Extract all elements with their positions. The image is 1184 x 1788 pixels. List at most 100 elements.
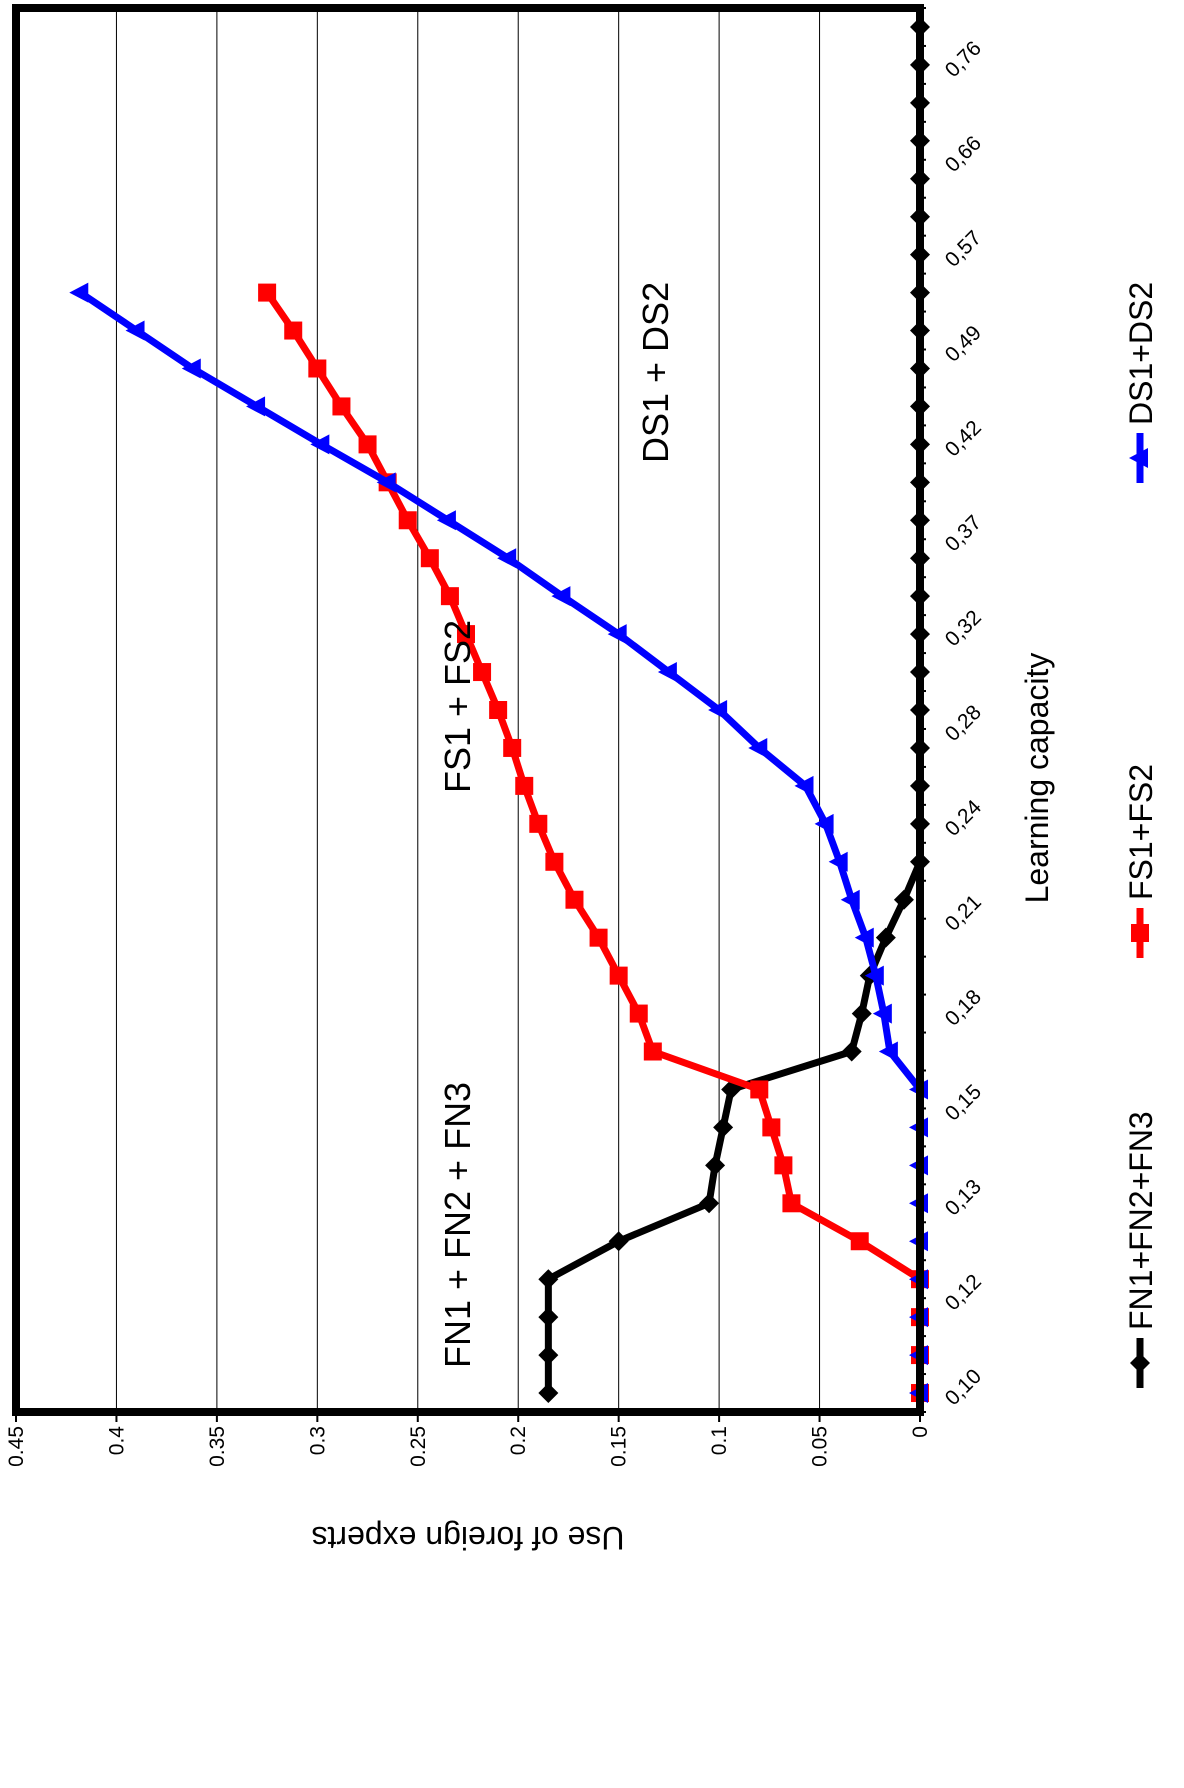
series-line [544,26,924,1394]
x-tick-label: 0,24 [941,795,986,840]
data-point [529,814,548,833]
data-point [814,813,834,834]
series-line [264,290,924,1394]
data-point [762,1118,781,1137]
data-point [878,1041,898,1062]
y-tick-labels: 0 0.05 0.1 0.15 0.2 0.25 0.3 0.35 0.4 0.45 [5,1426,932,1467]
data-point [854,927,874,948]
data-point [515,776,534,795]
data-point [440,587,459,606]
data-point [841,1041,862,1062]
y-tick-label: 0 [909,1426,932,1438]
data-point [748,737,768,758]
x-tick-label: 0,32 [941,606,986,651]
data-point [893,889,914,910]
x-tick-label: 0,28 [941,701,986,746]
data-point [398,511,417,530]
x-tick-label: 0,57 [941,226,986,271]
data-point [643,1042,662,1061]
data-point [551,586,571,607]
x-tick-label: 0,49 [941,321,986,366]
legend-label: FS1+FS2 [1123,764,1159,900]
x-tick-label: 0,18 [941,985,986,1030]
data-point [872,1003,892,1024]
data-point [310,434,330,455]
plot-frame [12,4,924,1416]
y-tick-label: 0.45 [5,1426,28,1467]
series-1 [258,283,929,1403]
x-tick-labels: 0,10 0,12 0,13 0,15 0,18 0,21 0,24 0,28 0,32 0,37… [941,37,986,1410]
series-group [69,16,930,1404]
data-point [840,889,860,910]
legend-marker [1131,924,1149,942]
data-point [794,775,814,796]
x-tick-label: 0,76 [941,37,986,82]
data-point [864,965,884,986]
data-point [436,510,456,531]
data-point [246,396,266,417]
x-tick-label: 0,10 [941,1365,986,1410]
data-point [782,1194,801,1213]
legend-label: DS1+DS2 [1123,282,1159,425]
data-point [629,1004,648,1023]
data-point [284,321,303,340]
data-point [489,701,508,719]
data-point [538,1345,559,1366]
x-tick-label: 0,12 [941,1270,986,1315]
y-tick-label: 0.4 [105,1426,128,1456]
data-point [657,662,677,683]
data-point [69,282,89,303]
data-point [713,1117,734,1138]
legend-marker [1130,1353,1150,1373]
x-tick-label: 0,42 [941,416,986,461]
data-point [473,663,492,682]
legend-label: FN1+FN2+FN3 [1123,1111,1159,1330]
x-tick-label: 0,66 [941,132,986,177]
annotation-fn: FN1 + FN2 + FN3 [437,1082,478,1368]
data-point [774,1156,793,1175]
x-tick-label: 0,21 [941,890,986,935]
data-point [565,890,584,909]
data-point [699,1193,720,1214]
legend: FN1+FN2+FN3 FS1+FS2 DS1+DS2 [1123,282,1159,1388]
x-tick-label: 0,13 [941,1175,986,1220]
annotation-fs: FS1 + FS2 [437,620,478,793]
data-point [589,928,608,947]
data-point [705,1155,726,1176]
data-point [125,320,145,341]
series-2 [69,282,928,1404]
y-tick-label: 0.05 [809,1426,832,1467]
y-tick-label: 0.15 [608,1426,631,1467]
gridlines [15,7,926,1422]
data-point [545,852,564,871]
data-point [503,738,522,757]
data-point [358,435,377,454]
data-point [607,624,627,645]
y-tick-label: 0.2 [507,1426,530,1455]
y-tick-label: 0.35 [206,1426,229,1467]
y-tick-label: 0.3 [306,1426,329,1455]
data-point [456,625,475,644]
data-point [538,1307,559,1328]
data-point [538,1383,559,1404]
data-point [875,927,896,948]
data-point [708,700,728,720]
rotated-chart-group: 00.050.10.150.20.250.30.350.40.45 0,100,… [5,4,1159,1556]
y-tick-label: 0.1 [708,1426,731,1455]
y-tick-label: 0.25 [407,1426,430,1467]
data-point [308,359,327,378]
data-point [497,548,517,569]
x-axis-label: Learning capacity [1019,653,1055,904]
y-axis-label: Use of foreign experts [311,1520,624,1556]
data-point [609,966,628,985]
data-point [851,1003,872,1024]
series-line [78,289,924,1394]
x-tick-label: 0,37 [941,511,986,556]
data-point [828,851,848,872]
series-0 [538,16,930,1404]
data-point [181,358,201,379]
x-tick-label: 0,15 [941,1080,986,1125]
data-point [750,1080,769,1099]
data-point [376,472,396,493]
